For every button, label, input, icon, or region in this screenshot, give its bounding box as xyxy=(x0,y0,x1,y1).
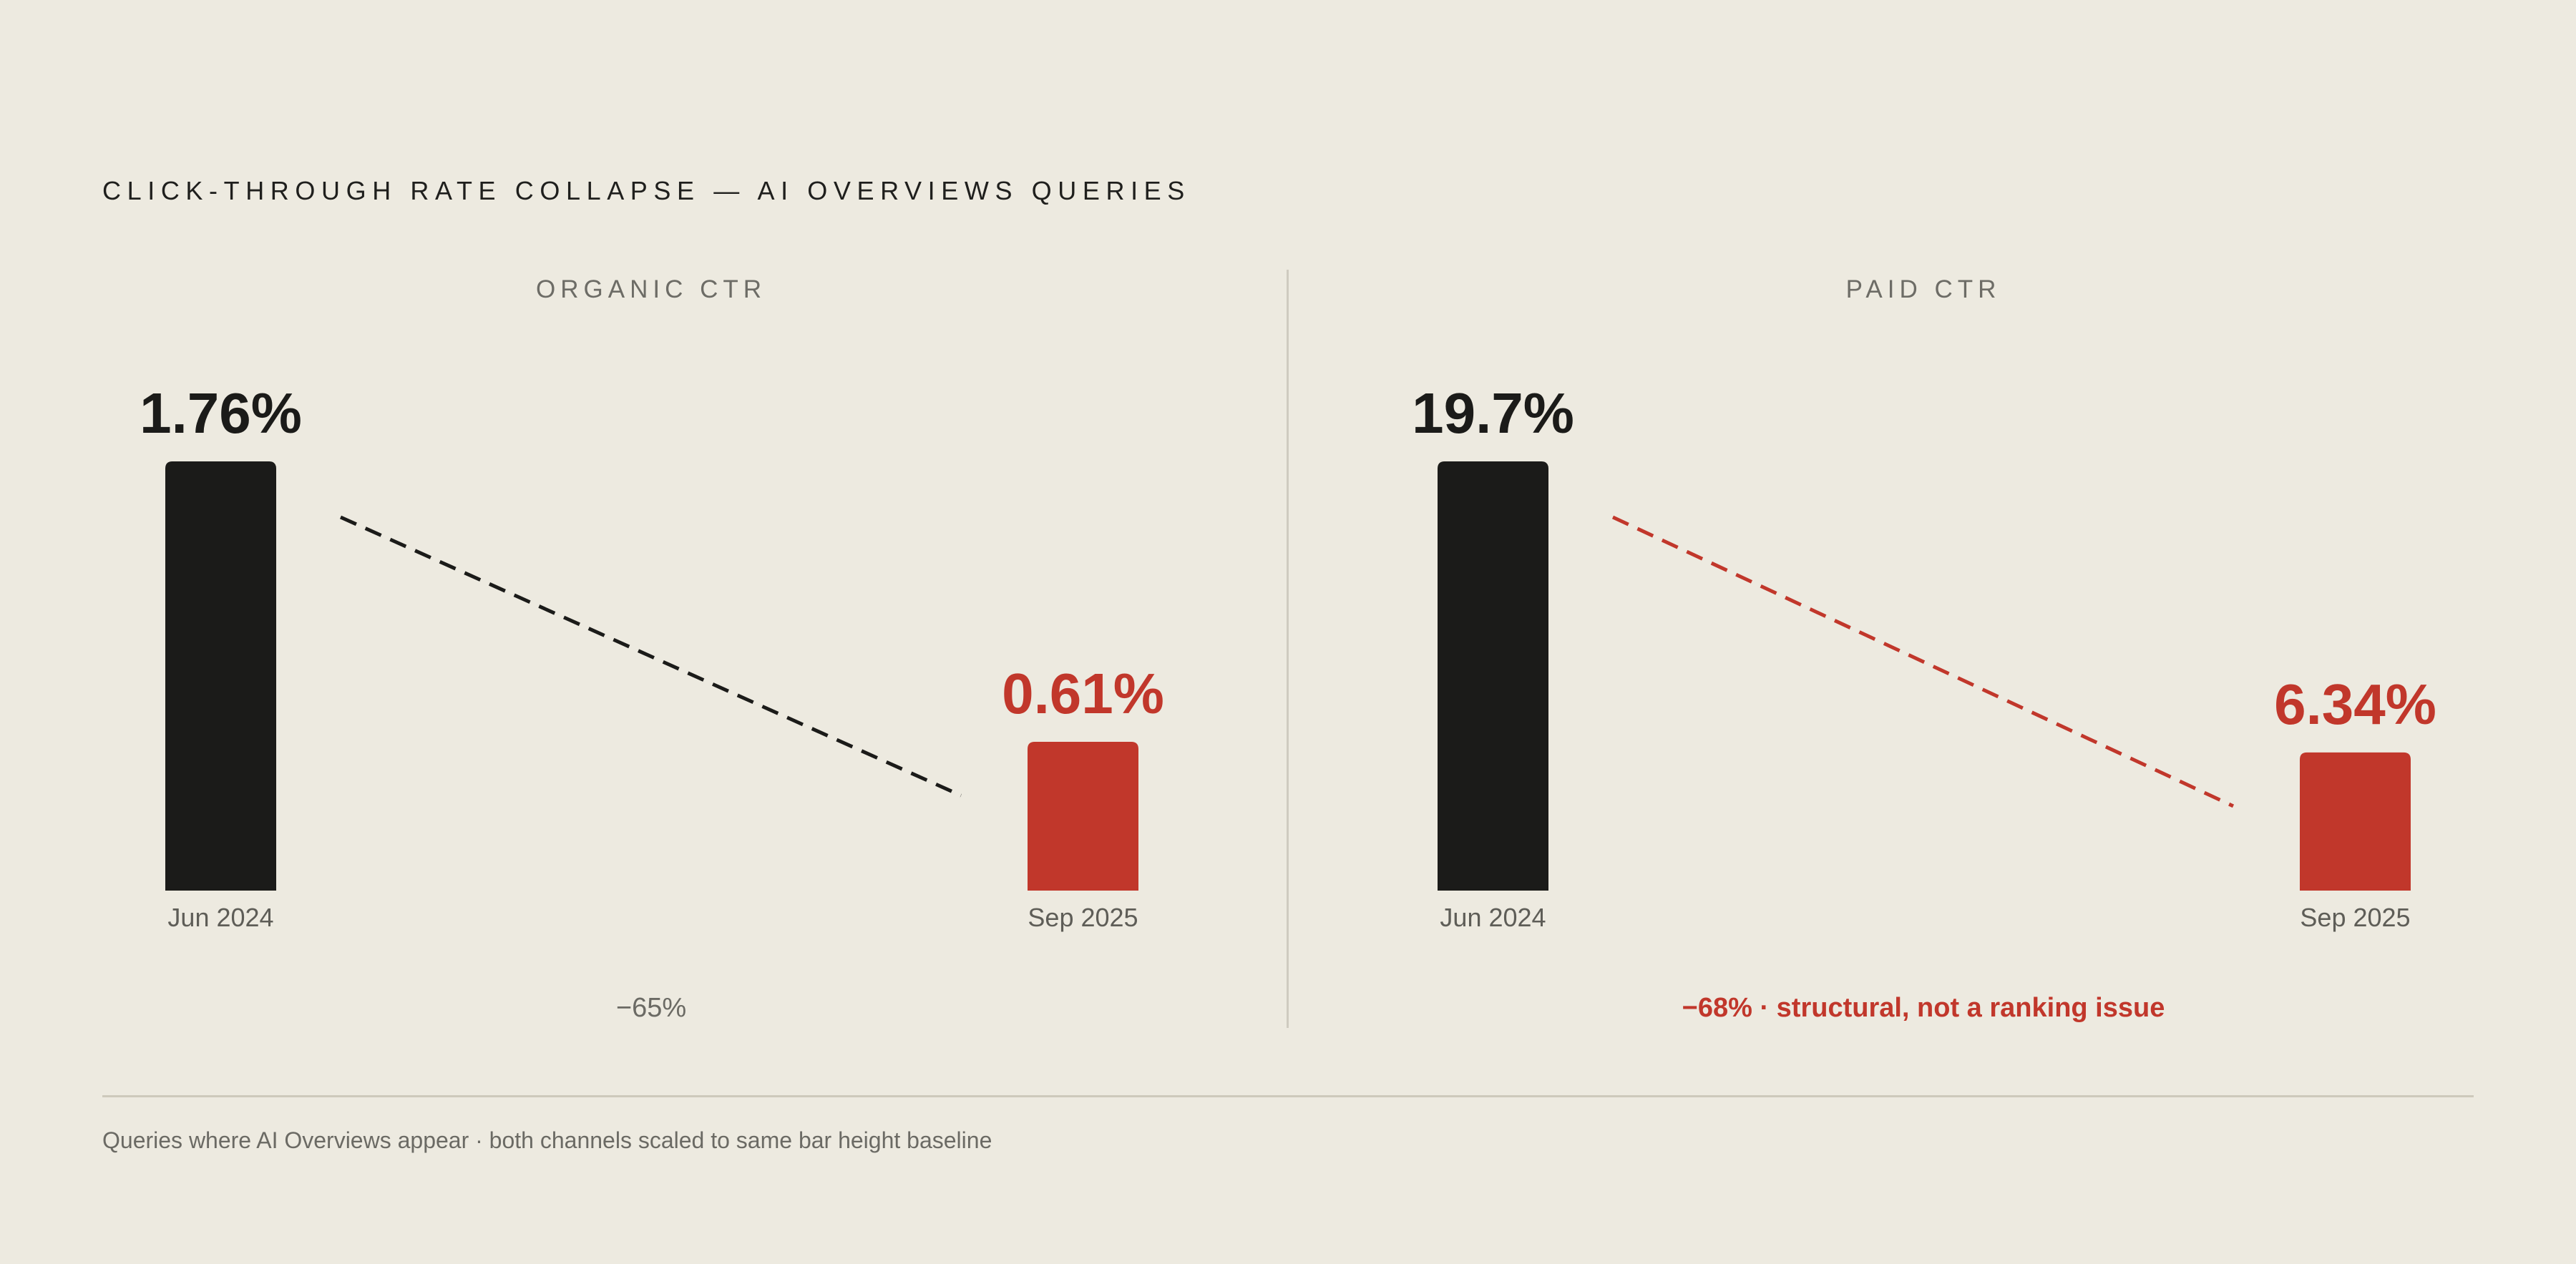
panel-divider xyxy=(1287,270,1289,1028)
panel-1-category-label-1: Jun 2024 xyxy=(167,903,273,932)
panel-1-trend-connector xyxy=(339,515,962,798)
panel-2-bar-2 xyxy=(2300,752,2411,891)
panel-1-bar-2 xyxy=(1028,742,1138,891)
panel-1-value-label-1: 1.76% xyxy=(140,381,302,445)
panel-2-value-label-2: 6.34% xyxy=(2274,672,2436,736)
footnote: Queries where AI Overviews appear · both… xyxy=(102,1127,992,1153)
panel-2-category-label-1: Jun 2024 xyxy=(1440,903,1546,932)
panel-1-category-label-2: Sep 2025 xyxy=(1028,903,1138,932)
chart-headline: CLICK-THROUGH RATE COLLAPSE — AI OVERVIE… xyxy=(102,176,1191,205)
panel-1-change-label: −65% xyxy=(616,993,686,1023)
panel-2-title: PAID CTR xyxy=(1846,275,2001,303)
panel-2-value-label-1: 19.7% xyxy=(1412,381,1574,445)
panel-2-change-label: −68% · structural, not a ranking issue xyxy=(1682,993,2165,1023)
panel-2-trend-connector xyxy=(1611,515,2235,808)
panel-1-title: ORGANIC CTR xyxy=(536,275,766,303)
panel-2-bar-1 xyxy=(1438,461,1548,891)
footer-rule xyxy=(102,1095,2474,1097)
panel-1-bar-1 xyxy=(165,461,276,891)
panel-1-value-label-2: 0.61% xyxy=(1002,662,1164,725)
panel-2-category-label-2: Sep 2025 xyxy=(2300,903,2410,932)
